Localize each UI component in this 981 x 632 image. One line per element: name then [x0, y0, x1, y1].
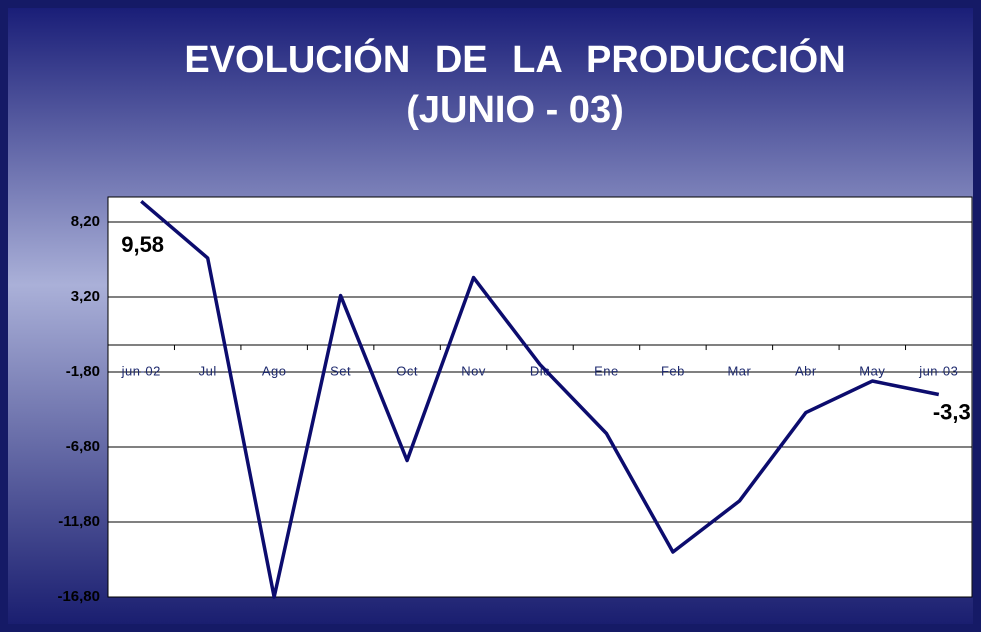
x-tick-label: Set	[330, 363, 351, 378]
x-tick-label: jun-02	[121, 363, 161, 378]
chart-title: EVOLUCIÓN DE LA PRODUCCIÓN	[184, 37, 845, 81]
x-tick-label: Nov	[461, 363, 486, 378]
data-label: 9,58	[121, 232, 164, 257]
x-tick-label: Feb	[661, 363, 685, 378]
y-tick-label: -11,80	[58, 513, 100, 530]
x-tick-label: Oct	[396, 363, 418, 378]
chart-subtitle: (JUNIO - 03)	[406, 89, 623, 131]
series-line	[140, 200, 940, 599]
x-tick-label: Abr	[795, 363, 817, 378]
plot-area	[107, 196, 973, 598]
x-tick-label: Jul	[199, 363, 217, 378]
y-tick-label: -1,80	[66, 363, 100, 380]
y-tick-label: -16,80	[57, 588, 100, 605]
y-tick-label: 3,20	[71, 288, 100, 305]
x-tick-label: jun-03	[918, 363, 958, 378]
data-label: -3,3	[933, 399, 971, 424]
x-tick-label: Ene	[594, 363, 619, 378]
y-tick-label: 8,20	[71, 213, 100, 230]
x-tick-label: May	[859, 363, 885, 378]
y-tick-label: -6,80	[66, 438, 100, 455]
x-tick-label: Mar	[727, 363, 751, 378]
x-tick-label: Ago	[262, 363, 287, 378]
